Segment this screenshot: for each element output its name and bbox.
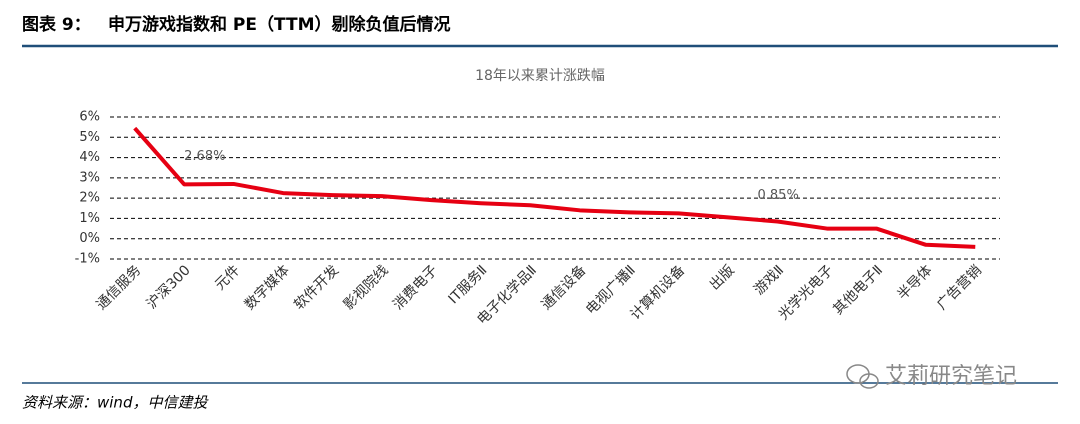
x-tick-label: 数字媒体 (242, 262, 293, 313)
y-tick-label: -1% (75, 252, 100, 267)
x-tick-label: 通信服务 (93, 262, 144, 313)
x-tick-label: 半导体 (894, 262, 935, 303)
y-tick-label: 1% (79, 211, 100, 226)
x-tick-label: 影视院线 (341, 262, 392, 313)
x-tick-label: 广告营销 (934, 262, 985, 313)
value-label: 0.85% (758, 188, 799, 203)
figure-title: 申万游戏指数和 PE（TTM）剔除负值后情况 (108, 14, 451, 35)
figure-label: 图表 9： (22, 14, 91, 35)
watermark: 艾莉研究笔记 (885, 364, 1017, 389)
chart-title: 18年以来累计涨跌幅 (475, 68, 605, 84)
x-tick-label: 出版 (707, 262, 738, 293)
x-tick-label: 软件开发 (291, 262, 342, 313)
x-tick-label: 沪深300 (144, 262, 194, 312)
y-tick-label: 2% (79, 191, 100, 206)
x-tick-label: 消费电子 (390, 262, 441, 313)
y-tick-label: 6% (79, 110, 100, 125)
x-tick-label: 游戏Ⅱ (751, 262, 787, 298)
x-tick-label: 通信设备 (538, 262, 590, 314)
y-tick-label: 4% (79, 150, 100, 165)
source: 资料来源：wind，中信建投 (22, 394, 209, 412)
x-tick-label: 元件 (212, 262, 243, 293)
x-tick-label: 其他电子Ⅱ (830, 262, 886, 318)
series-line (133, 126, 976, 249)
value-label: 2.68% (184, 149, 225, 164)
y-tick-label: 5% (79, 130, 100, 145)
watermark-icon (846, 364, 879, 389)
x-tick-label: IT服务Ⅱ (446, 262, 491, 307)
y-tick-label: 0% (79, 231, 100, 246)
y-tick-label: 3% (79, 170, 100, 185)
